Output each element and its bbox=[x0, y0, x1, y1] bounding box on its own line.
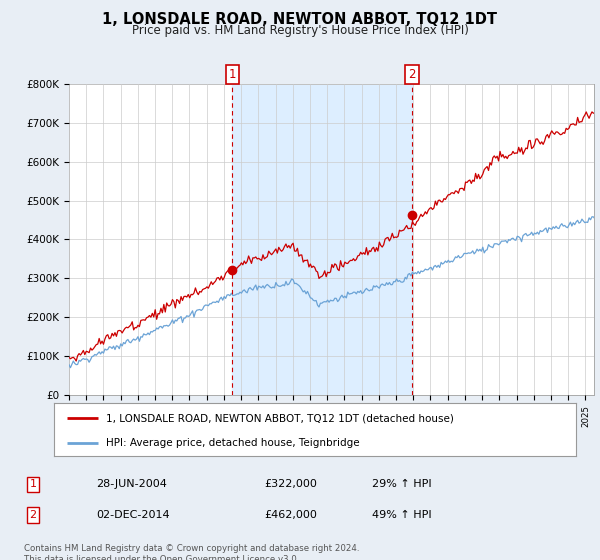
Text: Price paid vs. HM Land Registry's House Price Index (HPI): Price paid vs. HM Land Registry's House … bbox=[131, 24, 469, 36]
Text: 02-DEC-2014: 02-DEC-2014 bbox=[96, 510, 170, 520]
Text: 1: 1 bbox=[29, 479, 37, 489]
Text: 2: 2 bbox=[29, 510, 37, 520]
Text: HPI: Average price, detached house, Teignbridge: HPI: Average price, detached house, Teig… bbox=[106, 438, 360, 448]
Text: £462,000: £462,000 bbox=[264, 510, 317, 520]
Text: Contains HM Land Registry data © Crown copyright and database right 2024.
This d: Contains HM Land Registry data © Crown c… bbox=[24, 544, 359, 560]
Text: 29% ↑ HPI: 29% ↑ HPI bbox=[372, 479, 431, 489]
Text: 2: 2 bbox=[408, 68, 416, 81]
Text: 49% ↑ HPI: 49% ↑ HPI bbox=[372, 510, 431, 520]
Text: £322,000: £322,000 bbox=[264, 479, 317, 489]
Bar bbox=[232, 84, 412, 395]
Text: 1, LONSDALE ROAD, NEWTON ABBOT, TQ12 1DT: 1, LONSDALE ROAD, NEWTON ABBOT, TQ12 1DT bbox=[103, 12, 497, 27]
Text: 1: 1 bbox=[229, 68, 236, 81]
Text: 1, LONSDALE ROAD, NEWTON ABBOT, TQ12 1DT (detached house): 1, LONSDALE ROAD, NEWTON ABBOT, TQ12 1DT… bbox=[106, 413, 454, 423]
Text: 28-JUN-2004: 28-JUN-2004 bbox=[96, 479, 167, 489]
